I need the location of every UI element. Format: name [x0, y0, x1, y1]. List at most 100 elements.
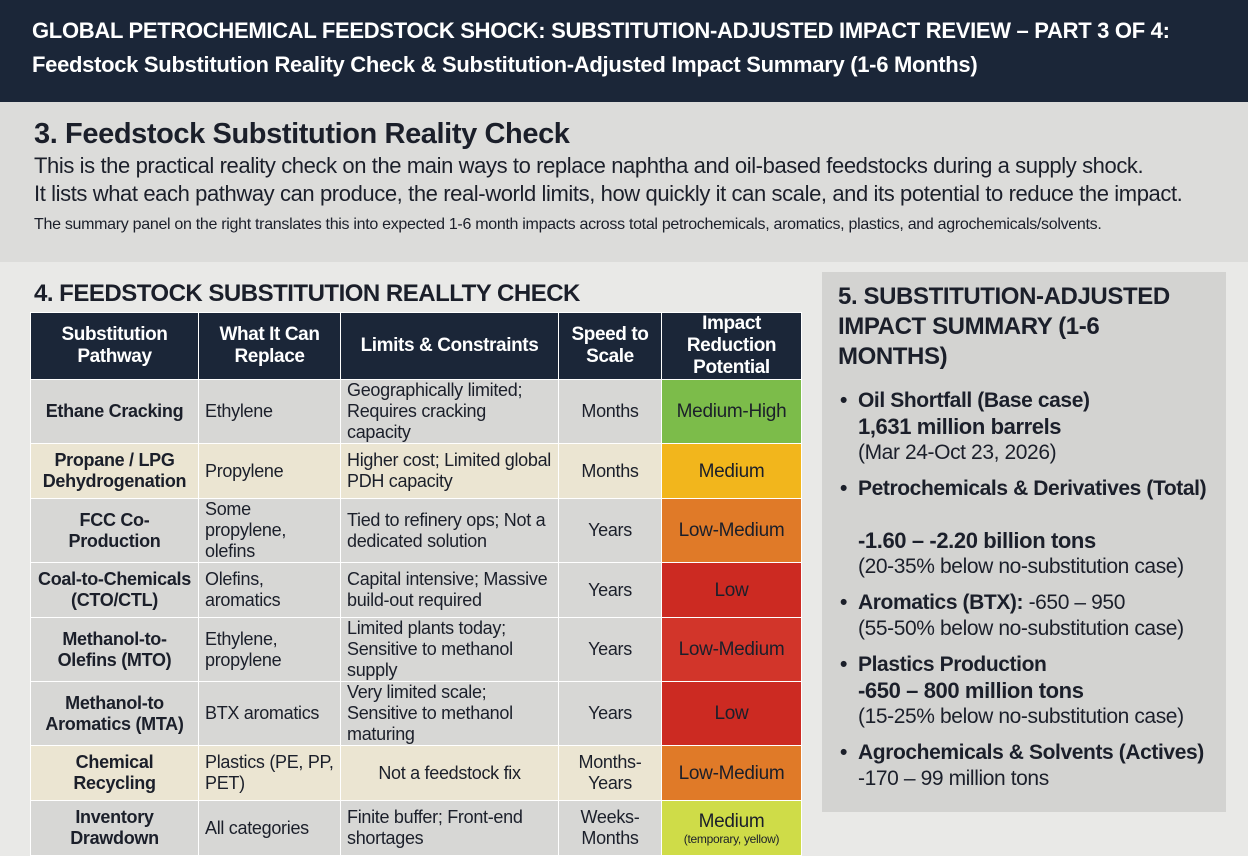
summary-item-agrochemicals: • Agrochemicals & Solvents (Actives) -17… [838, 740, 1212, 792]
spacer [838, 580, 1212, 590]
plastics-value: -650 – 800 million tons [858, 678, 1084, 703]
cell-replace: Ethylene, propylene [198, 617, 341, 682]
bullet-icon: • [840, 591, 847, 614]
cell-replace: Plastics (PE, PP, PET) [198, 745, 341, 801]
summary-title-line2: IMPACT SUMMARY (1-6 MONTHS) [838, 313, 1100, 370]
cell-limits: Geographically limited; Requires crackin… [340, 379, 559, 444]
cell-speed: Years [558, 498, 662, 563]
table-row: FCC Co-Production Some propylene, olefins… [30, 498, 802, 563]
impact-summary-panel: 5. SUBSTITUTION-ADJUSTED IMPACT SUMMARY … [822, 272, 1226, 812]
table-header-row: Substitution Pathway What It Can Replace… [30, 312, 802, 380]
cell-impact: Low [661, 681, 802, 746]
table-row: Ethane Cracking Ethylene Geographically li… [30, 379, 802, 444]
table-title: 4. FEEDSTOCK SUBSTITUTION REALLTY CHECK [34, 280, 580, 307]
substitution-table: Substitution Pathway What It Can Replace… [30, 312, 802, 856]
table-body: Ethane Cracking Ethylene Geographically li… [30, 379, 802, 856]
header-pathway: Substitution Pathway [30, 312, 199, 380]
cell-speed: Years [558, 562, 662, 618]
cell-replace: Propylene [198, 443, 341, 499]
summary-title: 5. SUBSTITUTION-ADJUSTED IMPACT SUMMARY … [838, 282, 1212, 372]
header-replace: What It Can Replace [198, 312, 341, 380]
cell-impact: Medium [661, 443, 802, 499]
plastics-note: (15-25% below no-substitution case) [858, 705, 1184, 728]
banner-title-line1: GLOBAL PETROCHEMICAL FEEDSTOCK SHOCK: SU… [32, 18, 1170, 43]
cell-impact: Low [661, 562, 802, 618]
table-row: Chemical Recycling Plastics (PE, PP, PET)… [30, 745, 802, 801]
plastics-label: Plastics Production [858, 653, 1047, 676]
intro-section: 3. Feedstock Substitution Reality Check … [0, 102, 1248, 262]
agro-value: -170 – 99 million tons [858, 767, 1049, 790]
header-speed: Speed to Scale [558, 312, 662, 380]
summary-title-line1: 5. SUBSTITUTION-ADJUSTED [838, 283, 1170, 310]
header-impact: Impact Reduction Potential [661, 312, 802, 380]
bullet-icon: • [840, 389, 847, 412]
cell-speed: Months [558, 379, 662, 444]
aromatics-value: -650 – 950 [1028, 591, 1126, 614]
cell-pathway: Methanol-to Aromatics (MTA) [30, 681, 199, 746]
spacer [838, 730, 1212, 740]
cell-limits: Limited plants today; Sensitive to metha… [340, 617, 559, 682]
impact-sublabel: (temporary, yellow) [683, 831, 780, 846]
cell-pathway: Methanol-to-Olefins (MTO) [30, 617, 199, 682]
impact-label: Low-Medium [678, 520, 785, 541]
table-row: Methanol-to-Olefins (MTO) Ethylene, propy… [30, 617, 802, 682]
intro-line-3: The summary panel on the right translate… [34, 216, 1102, 233]
intro-line-2: It lists what each pathway can produce, … [34, 181, 1183, 206]
aromatics-label: Aromatics (BTX): [858, 591, 1024, 614]
petro-note: (20-35% below no-substitution case) [858, 555, 1184, 578]
cell-impact: Low-Medium [661, 745, 802, 801]
spacer [838, 466, 1212, 476]
cell-speed: Months-Years [558, 745, 662, 801]
summary-item-oil: • Oil Shortfall (Base case) 1,631 millio… [838, 388, 1212, 466]
table-row: Propane / LPG Dehydrogenation Propylene Hi… [30, 443, 802, 499]
oil-label: Oil Shortfall (Base case) [858, 389, 1090, 412]
title-banner: GLOBAL PETROCHEMICAL FEEDSTOCK SHOCK: SU… [0, 0, 1248, 102]
impact-label: Low-Medium [678, 762, 785, 784]
cell-pathway: Propane / LPG Dehydrogenation [30, 443, 199, 499]
cell-speed: Years [558, 681, 662, 746]
intro-heading: 3. Feedstock Substitution Reality Check [34, 118, 570, 150]
cell-limits: Capital intensive; Massive build-out req… [340, 562, 559, 618]
cell-impact: Low-Medium [661, 498, 802, 563]
summary-item-aromatics: • Aromatics (BTX): -650 – 950 (55-50% be… [838, 590, 1212, 642]
bullet-icon: • [840, 653, 847, 676]
agro-label: Agrochemicals & Solvents (Actives) [858, 741, 1204, 764]
summary-item-petrochemicals: • Petrochemicals & Derivatives (Total) -… [838, 476, 1212, 580]
cell-replace: Olefins, aromatics [198, 562, 341, 618]
cell-limits: Very limited scale; Sensitive to methano… [340, 681, 559, 746]
petro-label: Petrochemicals & Derivatives (Total) [858, 477, 1207, 500]
impact-label: Low [714, 579, 749, 601]
summary-item-plastics: • Plastics Production -650 – 800 million… [838, 652, 1212, 730]
cell-replace: Ethylene [198, 379, 341, 444]
cell-replace: Some propylene, olefins [198, 498, 341, 563]
table-row: Coal-to-Chemicals (CTO/CTL) Olefins, arom… [30, 562, 802, 618]
spacer [858, 502, 1212, 528]
cell-impact: Medium (temporary, yellow) [661, 800, 802, 856]
summary-list: • Oil Shortfall (Base case) 1,631 millio… [838, 388, 1212, 792]
cell-pathway: Inventory Drawdown [30, 800, 199, 856]
cell-replace: All categories [198, 800, 341, 856]
bullet-icon: • [840, 741, 847, 764]
oil-value: 1,631 million barrels [858, 414, 1062, 439]
cell-impact: Low-Medium [661, 617, 802, 682]
impact-label: Low [714, 703, 749, 724]
impact-label: Medium [698, 810, 765, 832]
cell-pathway: Coal-to-Chemicals (CTO/CTL) [30, 562, 199, 618]
spacer [838, 642, 1212, 652]
cell-pathway: Ethane Cracking [30, 379, 199, 444]
oil-dates: (Mar 24-Oct 23, 2026) [858, 441, 1057, 464]
cell-limits: Tied to refinery ops; Not a dedicated so… [340, 498, 559, 563]
cell-pathway: FCC Co-Production [30, 498, 199, 563]
table-row: Methanol-to Aromatics (MTA) BTX aromatics… [30, 681, 802, 746]
impact-label: Low-Medium [678, 639, 785, 660]
cell-replace: BTX aromatics [198, 681, 341, 746]
cell-limits: Higher cost; Limited global PDH capacity [340, 443, 559, 499]
cell-speed: Weeks-Months [558, 800, 662, 856]
cell-limits: Not a feedstock fix [340, 745, 559, 801]
impact-label: Medium-High [676, 401, 787, 422]
cell-limits: Finite buffer; Front-end shortages [340, 800, 559, 856]
banner-title-line2: Feedstock Substitution Reality Check & S… [32, 52, 978, 77]
impact-label: Medium [698, 460, 765, 482]
cell-impact: Medium-High [661, 379, 802, 444]
intro-line-1: This is the practical reality check on t… [34, 153, 1144, 178]
